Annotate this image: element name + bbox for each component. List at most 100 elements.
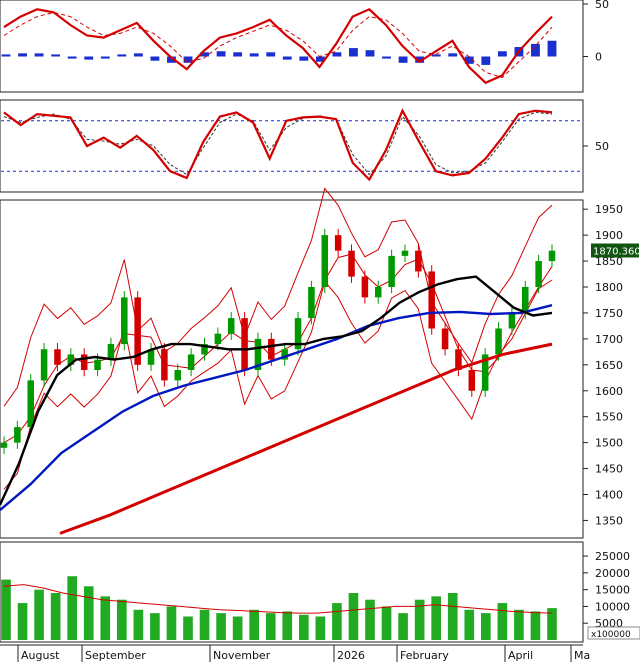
volume-bar (398, 613, 408, 640)
volume-bar (83, 586, 94, 640)
macd-histogram-bar (133, 53, 143, 57)
volume-bar (332, 603, 342, 640)
candle-body (308, 287, 315, 319)
candle-body (174, 370, 182, 381)
macd-histogram-bar (1, 54, 11, 57)
x-axis-label: September (85, 649, 146, 662)
volume-bar (67, 576, 77, 640)
macd-histogram-bar (481, 56, 491, 65)
candle-body (428, 271, 435, 329)
macd-histogram-bar (431, 54, 441, 57)
candle-body (294, 318, 302, 350)
macd-histogram-bar (84, 56, 94, 60)
volume-bar (133, 609, 144, 640)
candle-body (495, 328, 502, 355)
volume-bar (365, 599, 375, 640)
candle-body (27, 380, 34, 428)
price-y-tick-label: 1550 (595, 411, 623, 424)
macd-histogram-bar (365, 50, 375, 57)
macd-histogram-bar (382, 56, 391, 59)
volume-bar (547, 608, 557, 640)
candle-body (268, 338, 275, 360)
volume-bar (497, 603, 508, 640)
macd-signal-line (3, 11, 553, 79)
candle-body (415, 250, 422, 272)
price-y-tick-label: 1900 (595, 229, 623, 242)
macd-histogram-bar (233, 52, 243, 57)
volume-bar (166, 606, 177, 640)
candle-body (14, 427, 21, 443)
macd-histogram-bar (183, 56, 193, 63)
price-y-tick-label: 1450 (595, 463, 623, 476)
x-axis-label: 2026 (337, 649, 365, 662)
volume-bar (282, 611, 293, 640)
candle-body (94, 359, 101, 370)
candle-body (481, 354, 489, 391)
candle-body (281, 349, 288, 360)
last-price-box (591, 243, 639, 258)
candle-body (348, 250, 355, 277)
macd-histogram-bar (266, 52, 276, 57)
moving-average-short-line (0, 275, 553, 506)
macd-histogram-bar (448, 53, 458, 57)
volume-y-tick-label: 25000 (595, 550, 630, 563)
price-y-tick-label: 1400 (595, 489, 623, 502)
volume-bar (232, 616, 243, 640)
macd-y-tick-label: 0 (595, 51, 602, 64)
macd-histogram-bar (51, 54, 61, 57)
price-y-tick-label: 1350 (595, 514, 623, 527)
volume-bar (381, 606, 392, 640)
candle-body (361, 276, 369, 298)
macd-histogram-bar (332, 52, 342, 57)
volume-bar (100, 596, 111, 640)
macd-line (3, 7, 553, 85)
volume-panel (0, 541, 584, 643)
price-y-tick-label: 1650 (595, 359, 623, 372)
price-y-tick-label: 1750 (595, 307, 623, 320)
macd-histogram-bar (249, 53, 259, 57)
volume-bar (315, 616, 326, 640)
volume-bar (265, 613, 276, 640)
macd-y-tick-label: 50 (595, 0, 609, 11)
stochastic-y-tick-label: 50 (595, 140, 609, 153)
candle-body (80, 354, 88, 370)
macd-histogram-bar (167, 56, 176, 63)
moving-average-long-line (0, 304, 553, 512)
macd-histogram-bar (67, 56, 77, 59)
stochastic-k-line (3, 108, 553, 182)
bollinger-lower-band (3, 279, 553, 490)
candle-body (227, 318, 235, 334)
macd-histogram-bar (547, 40, 557, 57)
candle-body (548, 250, 556, 262)
volume-y-tick-label: 20000 (595, 567, 630, 580)
price-y-tick-label: 1800 (595, 281, 623, 294)
volume-bar (183, 616, 193, 640)
candle-body (401, 250, 409, 256)
candle-body (201, 344, 208, 355)
candle-body (54, 349, 61, 365)
price-y-tick-label: 1850 (595, 255, 623, 268)
macd-histogram-bar (282, 56, 292, 60)
volume-bar (249, 609, 259, 640)
volume-bar (481, 613, 491, 640)
macd-histogram-bar (398, 56, 408, 63)
candle-body (0, 442, 8, 448)
moving-average-200-line (59, 342, 553, 535)
candle-body (161, 349, 168, 381)
x-axis-label: February (400, 649, 449, 662)
macd-histogram-bar (150, 56, 160, 61)
candle-body (121, 297, 128, 345)
macd-histogram-bar (497, 51, 507, 57)
candle-body (535, 261, 542, 287)
macd-histogram-bar (315, 56, 325, 62)
price-panel (0, 199, 584, 539)
macd-histogram-bar (216, 51, 226, 57)
volume-bar (348, 593, 359, 640)
candle-body (388, 255, 395, 287)
candle-body (374, 287, 382, 298)
candle-body (134, 297, 141, 365)
candle-body (334, 235, 342, 251)
candle-body (214, 333, 222, 345)
macd-histogram-bar (299, 56, 309, 61)
